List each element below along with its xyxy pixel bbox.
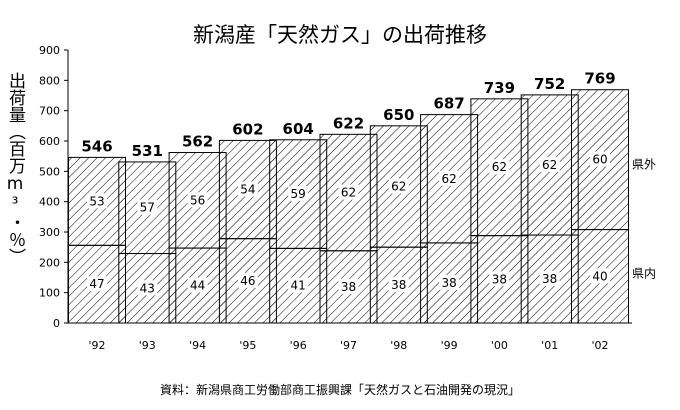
percent-label-bg bbox=[489, 271, 510, 287]
percent-label-bg bbox=[539, 156, 560, 172]
percent-label-bg bbox=[87, 276, 107, 292]
source-note: 資料：新潟県商工労働部商工振興課「天然ガスと石油開発の現況」 bbox=[159, 383, 520, 397]
percent-label-bg bbox=[237, 272, 258, 288]
percent-label-bg bbox=[388, 178, 409, 194]
total-label: 739 bbox=[484, 79, 515, 97]
x-tick-label: '96 bbox=[290, 339, 307, 352]
percent-label: 62 bbox=[492, 160, 507, 174]
total-label: 752 bbox=[534, 75, 565, 93]
percent-label-bg bbox=[137, 199, 158, 215]
percent-label: 54 bbox=[240, 183, 255, 197]
x-tick-label: '99 bbox=[441, 339, 458, 352]
total-label: 622 bbox=[333, 114, 364, 132]
percent-label-bg bbox=[439, 170, 460, 186]
y-tick-label: 900 bbox=[39, 44, 60, 57]
total-label: 562 bbox=[182, 133, 213, 151]
x-tick-label: '97 bbox=[340, 339, 357, 352]
x-tick-label: '98 bbox=[390, 339, 407, 352]
y-axis-label: 出荷量（百万m³・％） bbox=[5, 72, 25, 265]
x-tick-label: '92 bbox=[88, 339, 105, 352]
y-axis: 0 100 200 300 400 500 600 700 800 900 bbox=[39, 44, 69, 330]
percent-label-bg bbox=[590, 268, 610, 284]
total-label: 687 bbox=[433, 95, 464, 113]
percent-label: 38 bbox=[341, 280, 356, 294]
total-label: 650 bbox=[383, 106, 414, 124]
percent-label-bg bbox=[590, 151, 610, 167]
percent-label-bg bbox=[187, 277, 208, 293]
y-tick-label: 100 bbox=[39, 287, 60, 300]
percent-label: 62 bbox=[341, 186, 356, 200]
percent-label: 46 bbox=[240, 274, 255, 288]
y-tick-label: 500 bbox=[39, 165, 60, 178]
x-tick-label: '01 bbox=[541, 339, 558, 352]
y-tick-label: 300 bbox=[39, 226, 60, 239]
percent-label: 40 bbox=[592, 269, 607, 283]
chart-title: 新潟産「天然ガス」の出荷推移 bbox=[193, 23, 487, 47]
y-tick-label: 600 bbox=[39, 135, 60, 148]
x-axis: '92 '93 '94 '95 '96 '97 '98 '99 '00 '01 '02 bbox=[68, 322, 632, 352]
y-tick-label: 200 bbox=[39, 256, 60, 269]
percent-label-bg bbox=[187, 192, 208, 208]
percent-label: 38 bbox=[441, 276, 456, 290]
y-tick-label: 0 bbox=[53, 317, 60, 330]
percent-label-bg bbox=[137, 280, 158, 296]
percent-label-bg bbox=[539, 271, 560, 287]
percent-label: 62 bbox=[542, 158, 557, 172]
legend-kennai: 県内 bbox=[632, 267, 656, 281]
bar-segment-kengai bbox=[168, 152, 227, 249]
x-tick-label: '93 bbox=[139, 339, 156, 352]
percent-label-bg bbox=[288, 277, 309, 293]
percent-label: 43 bbox=[140, 281, 155, 295]
y-tick-label: 400 bbox=[39, 196, 60, 209]
percent-label: 62 bbox=[441, 172, 456, 186]
percent-label-bg bbox=[439, 274, 460, 290]
percent-label-bg bbox=[288, 186, 309, 202]
percent-label-bg bbox=[338, 278, 359, 294]
percent-label: 59 bbox=[291, 187, 306, 201]
total-label: 602 bbox=[232, 120, 263, 138]
total-label: 546 bbox=[81, 137, 112, 155]
percent-label: 44 bbox=[190, 279, 205, 293]
percent-label-bg bbox=[87, 193, 107, 209]
percent-label: 62 bbox=[391, 180, 406, 194]
percent-label: 56 bbox=[190, 193, 205, 207]
percent-label-bg bbox=[388, 277, 409, 293]
x-tick-label: '02 bbox=[591, 339, 608, 352]
percent-label-bg bbox=[237, 181, 258, 197]
percent-label: 38 bbox=[391, 278, 406, 292]
y-tick-label: 700 bbox=[39, 105, 60, 118]
percent-label: 57 bbox=[140, 201, 155, 215]
x-tick-label: '94 bbox=[189, 339, 206, 352]
percent-label: 38 bbox=[542, 272, 557, 286]
percent-label: 38 bbox=[492, 272, 507, 286]
legend-kengai: 県外 bbox=[632, 157, 656, 171]
total-label: 531 bbox=[132, 142, 163, 160]
percent-label: 60 bbox=[592, 153, 607, 167]
y-tick-label: 800 bbox=[39, 74, 60, 87]
percent-label: 41 bbox=[291, 279, 306, 293]
percent-label: 53 bbox=[89, 194, 104, 208]
percent-label: 47 bbox=[89, 277, 104, 291]
percent-label-bg bbox=[338, 184, 359, 200]
labels: 47 53 546 43 57 531 44 56 562 46 54 602 41 59 604 38 62 6… bbox=[81, 70, 616, 296]
x-tick-label: '00 bbox=[491, 339, 508, 352]
percent-label-bg bbox=[489, 159, 510, 175]
total-label: 604 bbox=[283, 120, 314, 138]
total-label: 769 bbox=[584, 70, 615, 88]
x-tick-label: '95 bbox=[239, 339, 256, 352]
